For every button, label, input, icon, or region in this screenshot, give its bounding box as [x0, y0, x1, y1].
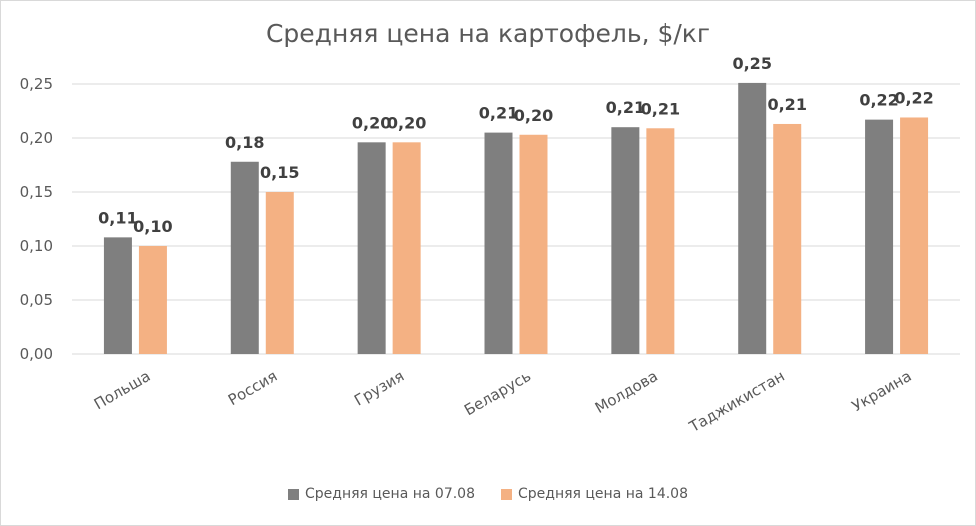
bar: [265, 192, 294, 354]
data-label: 0,22: [859, 91, 898, 110]
category-label: Польша: [91, 367, 154, 413]
data-label: 0,21: [606, 98, 645, 117]
data-label: 0,18: [225, 133, 264, 152]
y-tick-label: 0,00: [20, 345, 53, 363]
category-label: Россия: [225, 367, 280, 409]
legend-item-series-2: Средняя цена на 14.08: [501, 486, 688, 502]
data-label: 0,22: [894, 88, 933, 107]
data-label: 0,10: [133, 217, 172, 236]
bar: [519, 134, 548, 354]
bar: [103, 237, 132, 354]
legend-label-series-2: Средняя цена на 14.08: [518, 486, 688, 502]
category-label: Беларусь: [461, 367, 534, 419]
bar: [357, 142, 386, 354]
category-label: Украина: [849, 367, 915, 415]
data-label: 0,25: [732, 54, 771, 73]
data-label: 0,21: [479, 104, 518, 123]
data-label: 0,20: [352, 113, 391, 132]
legend-swatch-series-1: [288, 488, 299, 500]
data-label: 0,21: [767, 95, 806, 114]
data-label: 0,20: [514, 106, 553, 125]
legend-item-series-1: Средняя цена на 07.08: [288, 486, 475, 502]
y-tick-label: 0,05: [20, 291, 53, 309]
legend: Средняя цена на 07.08 Средняя цена на 14…: [0, 484, 976, 504]
bar: [611, 127, 640, 354]
data-label: 0,15: [260, 163, 299, 182]
y-tick-label: 0,25: [20, 75, 53, 93]
data-label: 0,11: [98, 208, 137, 227]
category-label: Грузия: [351, 367, 407, 410]
category-label: Таджикистан: [685, 367, 787, 436]
bar: [138, 246, 167, 354]
bar: [773, 123, 802, 355]
y-tick-label: 0,15: [20, 183, 53, 201]
data-label: 0,21: [641, 99, 680, 118]
data-label: 0,20: [387, 113, 426, 132]
bar: [484, 132, 513, 354]
category-label: Молдова: [592, 367, 661, 417]
bar: [230, 161, 259, 354]
y-tick-label: 0,20: [20, 129, 53, 147]
bar: [900, 117, 929, 354]
bar: [738, 82, 767, 355]
legend-swatch-series-2: [501, 488, 512, 500]
bar: [865, 119, 894, 354]
bar: [646, 128, 675, 354]
y-tick-label: 0,10: [20, 237, 53, 255]
chart-title: Средняя цена на картофель, $/кг: [265, 19, 711, 48]
bar: [392, 142, 421, 354]
legend-label-series-1: Средняя цена на 07.08: [305, 486, 475, 502]
